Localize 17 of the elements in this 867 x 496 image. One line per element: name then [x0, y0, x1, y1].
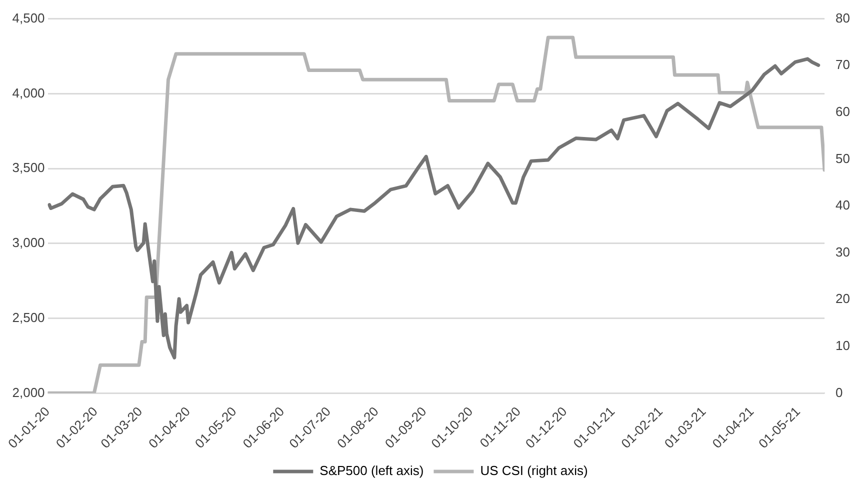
- y2-tick-label: 0: [836, 384, 843, 400]
- y-tick-label: 2,000: [12, 384, 45, 400]
- y-tick-label: 3,000: [12, 235, 45, 250]
- y2-tick-label: 60: [836, 104, 850, 119]
- y2-tick-label: 70: [836, 57, 850, 72]
- y-tick-label: 4,000: [12, 85, 45, 100]
- y2-tick-label: 30: [836, 244, 850, 260]
- legend-label: US CSI (right axis): [480, 463, 588, 478]
- y2-tick-label: 80: [836, 10, 850, 26]
- y-tick-label: 4,500: [12, 10, 45, 26]
- y2-tick-label: 40: [836, 198, 850, 213]
- legend-label: S&P500 (left axis): [320, 463, 424, 478]
- y-tick-label: 3,500: [12, 160, 45, 176]
- y2-tick-label: 10: [836, 338, 850, 353]
- y-tick-label: 2,500: [12, 310, 45, 325]
- y2-tick-label: 50: [836, 150, 850, 166]
- y2-tick-label: 20: [836, 291, 850, 306]
